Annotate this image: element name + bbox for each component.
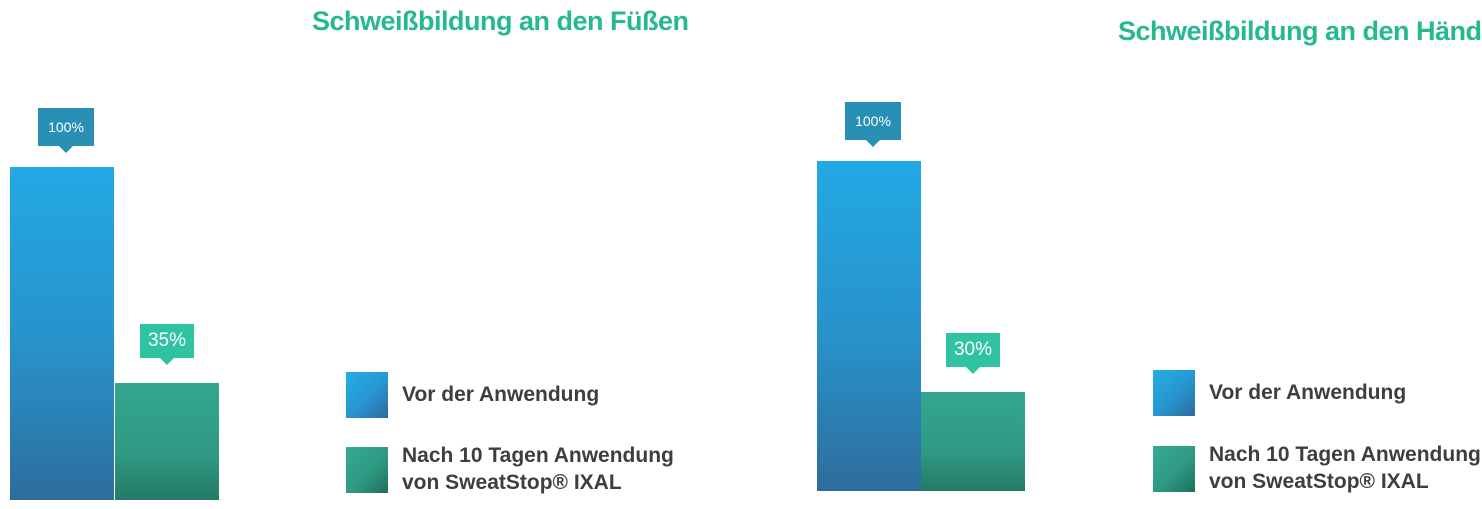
bar-after-feet <box>115 383 219 500</box>
legend-label-after-line2: von SweatStop® IXAL <box>1209 470 1429 493</box>
chart-feet: Schweißbildung an den Füßen 100% 35% Vor… <box>0 0 740 509</box>
legend-swatch-after <box>1153 446 1195 492</box>
chart-hands: Schweißbildung an den Händen 100% 30% Vo… <box>800 0 1482 509</box>
legend-swatch-after <box>346 447 388 493</box>
value-label-after-hands: 30% <box>946 333 1000 374</box>
chart-title: Schweißbildung an den Füßen <box>312 6 689 36</box>
value-label-before-feet: 100% <box>38 108 94 153</box>
bar-before-hands <box>817 161 921 491</box>
legend-label-after: Nach 10 Tagen Anwendung von SweatStop® I… <box>1209 441 1481 495</box>
legend-swatch-before <box>1153 370 1195 416</box>
legend-label-before: Vor der Anwendung <box>1209 381 1407 404</box>
legend-label-after-line1: Nach 10 Tagen Anwendung <box>1209 443 1481 466</box>
legend-item-after: Nach 10 Tagen Anwendung von SweatStop® I… <box>1153 443 1481 495</box>
value-label-after-feet: 35% <box>140 324 194 365</box>
legend-label-after-line1: Nach 10 Tagen Anwendung <box>402 444 674 467</box>
legend-label-before: Vor der Anwendung <box>402 383 600 406</box>
value-label-before-hands: 100% <box>845 102 901 147</box>
bar-after-hands <box>921 392 1025 491</box>
chart-title: Schweißbildung an den Händen <box>1118 16 1482 46</box>
legend-label-after: Nach 10 Tagen Anwendung von SweatStop® I… <box>402 442 674 496</box>
legend-label-after-line2: von SweatStop® IXAL <box>402 471 622 494</box>
bar-before-feet <box>10 167 114 500</box>
legend-swatch-before <box>346 372 388 418</box>
legend-item-before: Vor der Anwendung <box>346 372 599 418</box>
legend-item-before: Vor der Anwendung <box>1153 370 1406 416</box>
legend-item-after: Nach 10 Tagen Anwendung von SweatStop® I… <box>346 444 674 496</box>
